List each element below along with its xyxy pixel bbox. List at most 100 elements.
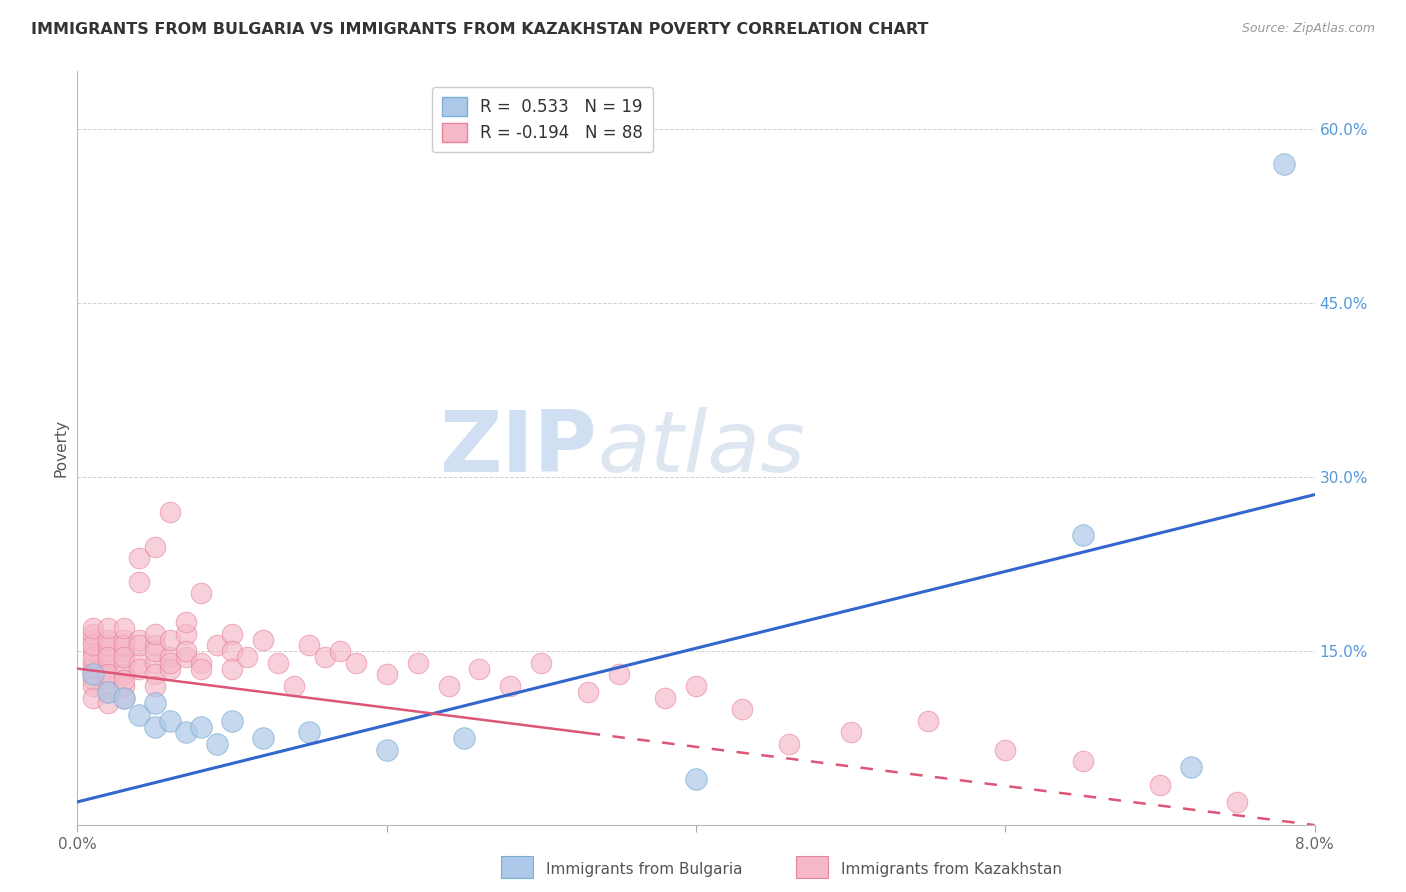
Point xyxy=(994,742,1017,756)
Point xyxy=(190,586,212,600)
Point xyxy=(128,639,150,653)
Point xyxy=(1071,755,1094,769)
Point xyxy=(112,690,135,705)
Point xyxy=(143,644,166,658)
Point xyxy=(82,644,104,658)
Point xyxy=(205,737,228,751)
Point xyxy=(97,685,120,699)
Point xyxy=(174,626,197,640)
Point xyxy=(453,731,475,746)
Point xyxy=(174,650,197,665)
Point xyxy=(82,662,104,676)
Point xyxy=(839,725,862,739)
Point xyxy=(82,650,104,665)
Point xyxy=(143,697,166,711)
Point xyxy=(221,626,243,640)
Point xyxy=(1180,760,1202,774)
Point xyxy=(112,673,135,688)
Point xyxy=(267,656,290,670)
Text: atlas: atlas xyxy=(598,407,806,490)
Point xyxy=(128,708,150,723)
Point xyxy=(97,685,120,699)
Point xyxy=(236,650,259,665)
Point xyxy=(82,679,104,693)
Point xyxy=(685,679,707,693)
Point xyxy=(174,644,197,658)
Point xyxy=(530,656,553,670)
Point xyxy=(252,632,274,647)
Point xyxy=(97,621,120,635)
Point xyxy=(468,662,491,676)
Point xyxy=(143,626,166,640)
Point xyxy=(112,656,135,670)
Point xyxy=(437,679,460,693)
Point xyxy=(128,632,150,647)
Point xyxy=(112,679,135,693)
Point xyxy=(174,725,197,739)
Point xyxy=(205,639,228,653)
Point xyxy=(607,667,630,681)
Point xyxy=(143,639,166,653)
Point xyxy=(314,650,336,665)
Point xyxy=(128,551,150,566)
Point xyxy=(143,679,166,693)
Point xyxy=(112,644,135,658)
Point xyxy=(159,714,181,728)
Point xyxy=(128,574,150,589)
Point xyxy=(112,690,135,705)
Point xyxy=(97,632,120,647)
Bar xyxy=(796,855,828,879)
Point xyxy=(97,644,120,658)
Point xyxy=(128,662,150,676)
Y-axis label: Poverty: Poverty xyxy=(53,419,69,477)
Point xyxy=(190,719,212,733)
Point xyxy=(82,626,104,640)
Point xyxy=(375,742,398,756)
Point xyxy=(112,639,135,653)
Point xyxy=(97,639,120,653)
Point xyxy=(143,719,166,733)
Point xyxy=(159,662,181,676)
Point xyxy=(1149,778,1171,792)
Legend: R =  0.533   N = 19, R = -0.194   N = 88: R = 0.533 N = 19, R = -0.194 N = 88 xyxy=(432,87,654,153)
Point xyxy=(159,632,181,647)
Point xyxy=(82,632,104,647)
Point xyxy=(143,656,166,670)
Point xyxy=(654,690,676,705)
Point xyxy=(97,697,120,711)
Point xyxy=(97,667,120,681)
Point xyxy=(112,621,135,635)
Point xyxy=(375,667,398,681)
Text: ZIP: ZIP xyxy=(439,407,598,490)
Text: IMMIGRANTS FROM BULGARIA VS IMMIGRANTS FROM KAZAKHSTAN POVERTY CORRELATION CHART: IMMIGRANTS FROM BULGARIA VS IMMIGRANTS F… xyxy=(31,22,928,37)
Point xyxy=(731,702,754,716)
Point xyxy=(82,667,104,681)
Point xyxy=(406,656,429,670)
Point xyxy=(221,662,243,676)
Point xyxy=(329,644,352,658)
Point xyxy=(190,656,212,670)
Point xyxy=(298,639,321,653)
Point xyxy=(1226,795,1249,809)
Point xyxy=(283,679,305,693)
Point xyxy=(190,662,212,676)
Point xyxy=(221,714,243,728)
Point xyxy=(143,667,166,681)
Text: Immigrants from Bulgaria: Immigrants from Bulgaria xyxy=(546,863,742,877)
Point xyxy=(778,737,800,751)
Point xyxy=(1272,157,1295,171)
Point xyxy=(344,656,367,670)
Point xyxy=(97,679,120,693)
Point xyxy=(112,667,135,681)
Point xyxy=(82,667,104,681)
Point xyxy=(82,673,104,688)
Point xyxy=(159,650,181,665)
Point xyxy=(298,725,321,739)
Point xyxy=(112,632,135,647)
Point xyxy=(917,714,939,728)
Point xyxy=(97,656,120,670)
Point xyxy=(174,615,197,630)
Point xyxy=(159,505,181,519)
Point xyxy=(499,679,522,693)
Text: Immigrants from Kazakhstan: Immigrants from Kazakhstan xyxy=(841,863,1062,877)
